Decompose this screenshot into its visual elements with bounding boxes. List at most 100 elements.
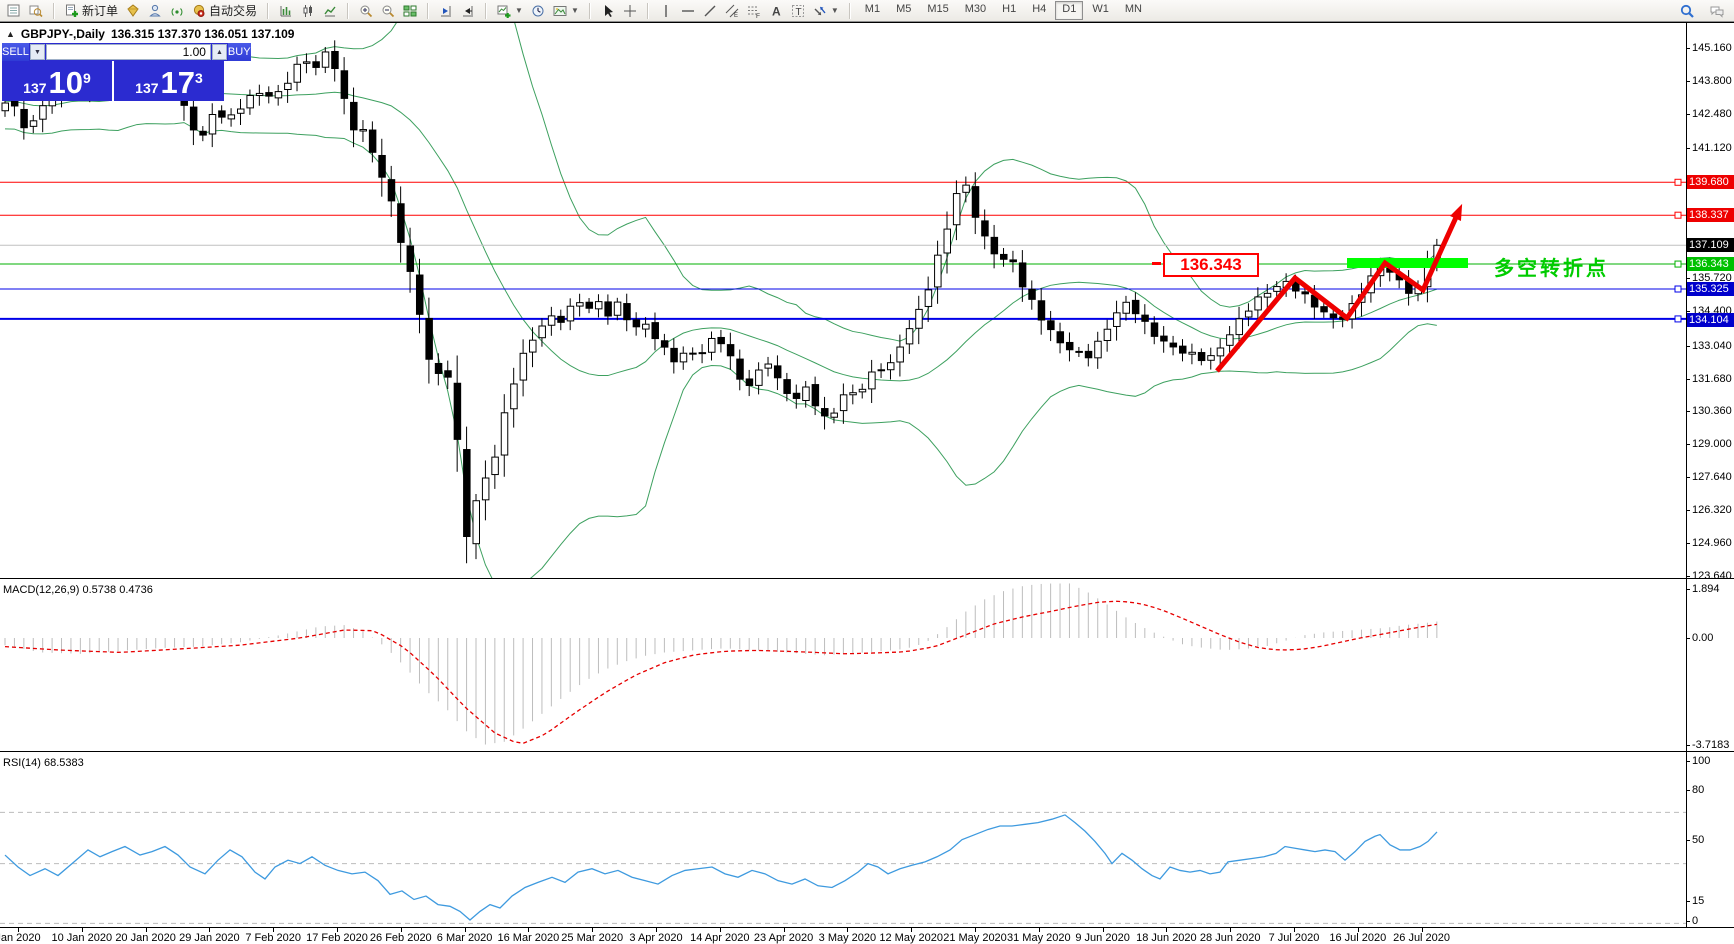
sell-price[interactable]: 137 10 9 <box>2 61 114 101</box>
text-label-button[interactable]: T <box>787 1 809 21</box>
date-label: 29 Jan 2020 <box>179 932 240 944</box>
dropdown-caret-icon[interactable]: ▼ <box>830 6 839 15</box>
candle <box>651 312 659 351</box>
candle <box>331 40 339 82</box>
fibonacci-button[interactable]: F <box>743 1 765 21</box>
trend-zigzag[interactable] <box>1215 211 1461 373</box>
candle <box>321 46 330 74</box>
candle <box>255 84 264 106</box>
level-line-handle[interactable] <box>1674 285 1682 293</box>
timeframe-mn-button[interactable]: MN <box>1124 3 1142 15</box>
arrows-button[interactable]: ▼ <box>809 1 843 21</box>
trendline-button[interactable] <box>699 1 721 21</box>
level-line-handle[interactable] <box>1674 178 1682 186</box>
rsi-canvas[interactable] <box>0 754 1686 927</box>
support-highlight-bar[interactable] <box>1347 258 1468 268</box>
price-tick-label: 126.320 <box>1692 504 1732 516</box>
new-order-button[interactable]: 新订单 <box>61 1 122 21</box>
bollinger-lower-band[interactable] <box>4 122 1437 578</box>
candlestick-chart-button[interactable] <box>297 1 319 21</box>
candle <box>444 360 452 390</box>
date-tick <box>337 928 338 932</box>
zoom-out-button[interactable] <box>377 1 399 21</box>
collapse-arrow-icon[interactable]: ▲ <box>6 29 15 39</box>
level-line-handle[interactable] <box>1674 315 1682 323</box>
signals-button[interactable] <box>166 1 188 21</box>
vertical-line-button[interactable] <box>655 1 677 21</box>
market-watch-button[interactable] <box>25 1 47 21</box>
autotrading-button[interactable]: 自动交易 <box>188 1 261 21</box>
cursor-button[interactable] <box>597 1 619 21</box>
buy-button[interactable]: BUY <box>227 43 251 61</box>
horizontal-line-button[interactable] <box>677 1 699 21</box>
tile-windows-button[interactable] <box>399 1 421 21</box>
chart-shift-button[interactable] <box>435 1 457 21</box>
sell-button[interactable]: SELL <box>2 43 29 61</box>
macd-canvas[interactable] <box>0 581 1686 751</box>
bar-chart-button[interactable] <box>275 1 297 21</box>
crosshair-button[interactable] <box>619 1 641 21</box>
level-line-handle[interactable] <box>1674 211 1682 219</box>
date-tick <box>464 928 466 932</box>
signals-icon <box>170 4 184 18</box>
candle <box>1160 326 1168 353</box>
date-tick <box>528 928 530 932</box>
rsi-tick-label: 50 <box>1692 834 1705 846</box>
price-chart-canvas[interactable] <box>0 23 1686 578</box>
level-line-handle[interactable] <box>1674 260 1682 268</box>
new-chart-button[interactable]: ▼ <box>493 1 527 21</box>
trend-arrowhead[interactable] <box>1450 201 1468 221</box>
dropdown-caret-icon[interactable]: ▼ <box>515 6 523 15</box>
timeframe-m15-button[interactable]: M15 <box>927 3 949 15</box>
experts-button[interactable] <box>144 1 166 21</box>
rsi-label: RSI(14) 68.5383 <box>3 757 84 769</box>
timeframe-m5-button[interactable]: M5 <box>896 3 912 15</box>
candle <box>576 293 584 317</box>
candle <box>1216 338 1225 367</box>
candle <box>218 105 226 124</box>
timeframe-h1-button[interactable]: H1 <box>1002 3 1017 15</box>
clock-button[interactable] <box>527 1 549 21</box>
search-button[interactable] <box>1676 1 1698 21</box>
date-tick <box>592 928 594 932</box>
price-callout-label[interactable]: 136.343 <box>1163 253 1259 277</box>
turning-point-annotation[interactable]: 多空转折点 <box>1494 258 1609 280</box>
volume-input[interactable] <box>45 44 211 60</box>
zoom-in-button[interactable] <box>355 1 377 21</box>
buy-price[interactable]: 137 17 3 <box>114 61 224 101</box>
styler-button[interactable] <box>122 1 144 21</box>
timeframe-h4-button[interactable]: H4 <box>1032 3 1047 15</box>
chat-button[interactable] <box>1706 1 1728 21</box>
toolbar-separator <box>53 2 55 19</box>
volume-decrease-button[interactable]: ▼ <box>29 44 45 60</box>
window-layout-icon <box>7 4 21 18</box>
channel-button[interactable]: E <box>721 1 743 21</box>
candle <box>500 394 509 477</box>
bollinger-middle-band[interactable] <box>4 91 1438 382</box>
toolbar-separator <box>427 2 430 19</box>
candle <box>208 103 217 148</box>
timeframe-m30-button[interactable]: M30 <box>964 3 987 15</box>
zoom-in-icon <box>359 4 373 18</box>
line-chart-button[interactable] <box>319 1 341 21</box>
date-tick <box>783 928 785 932</box>
candle <box>849 384 857 405</box>
timeframe-m1-button[interactable]: M1 <box>864 3 881 15</box>
crosshair-icon <box>623 4 637 18</box>
macd-label: MACD(12,26,9) 0.5738 0.4736 <box>3 584 153 596</box>
timeframe-w1-button[interactable]: W1 <box>1092 3 1109 15</box>
rsi-panel[interactable]: RSI(14) 68.5383 100 80 50 15 0 <box>0 754 1734 927</box>
rsi-tick-label: 80 <box>1692 784 1705 796</box>
timeframe-d1-button[interactable]: D1 <box>1055 1 1084 20</box>
volume-increase-button[interactable]: ▲ <box>211 44 227 60</box>
macd-panel[interactable]: MACD(12,26,9) 0.5738 0.4736 1.894 0.00 -3.… <box>0 581 1734 751</box>
dropdown-caret-icon[interactable]: ▼ <box>570 6 579 15</box>
price-chart-panel[interactable]: ▲ GBPJPY-,Daily 136.315 137.370 136.051 … <box>0 23 1734 578</box>
price-tick-label: 124.960 <box>1692 537 1732 549</box>
window-layout-button[interactable] <box>3 1 25 21</box>
templates-button[interactable]: ▼ <box>549 1 583 21</box>
chart-autoscroll-button[interactable] <box>457 1 479 21</box>
arrows-icon <box>813 4 827 18</box>
text-button[interactable]: A <box>765 1 787 21</box>
